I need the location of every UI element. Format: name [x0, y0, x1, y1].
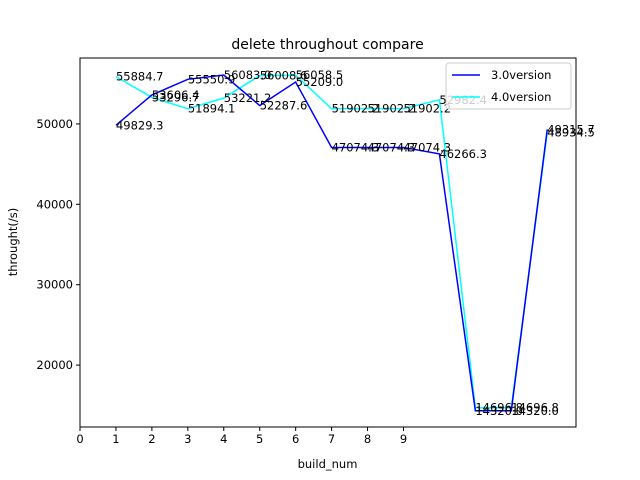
data-label-4-0version: 48934.5: [547, 125, 595, 139]
data-label-4-0version: 56008.6: [260, 69, 308, 83]
data-label-3-0version: 56083.0: [224, 68, 272, 82]
legend-label-4-0version: 4.0version: [491, 90, 551, 104]
x-tick-label: 2: [148, 432, 155, 446]
x-tick-label: 9: [400, 432, 407, 446]
x-axis-label: build_num: [298, 457, 358, 471]
y-tick-label: 40000: [36, 197, 73, 211]
data-label-4-0version: 14696.8: [511, 401, 559, 415]
series-line-4-0version: [115, 74, 548, 409]
data-label-4-0version: 56058.5: [296, 68, 344, 82]
data-label-3-0version: 14320.0: [475, 404, 523, 418]
data-label-3-0version: 52287.6: [260, 99, 308, 113]
y-tick-label: 20000: [36, 358, 73, 372]
data-label-3-0version: 53606.4: [152, 88, 200, 102]
data-label-4-0version: 53221.2: [224, 91, 272, 105]
legend-label-3-0version: 3.0version: [491, 68, 551, 82]
plot-area: 0 1 2 3 4 5 6 7 8 9 20000 30000 40000 50000 49829.3 536…: [36, 68, 594, 446]
data-label-3-0version: 47074.3: [332, 140, 380, 154]
data-label-4-0version: 51894.1: [188, 102, 236, 116]
data-label-4-0version: 51902.2: [368, 102, 416, 116]
data-label-3-0version: 49829.3: [116, 118, 164, 132]
data-label-3-0version: 55550.9: [188, 72, 236, 86]
data-label-3-0version: 47074.3: [403, 140, 451, 154]
x-tick-label: 1: [112, 432, 119, 446]
plot-frame: [79, 57, 577, 428]
data-label-4-0version: 51902.2: [332, 102, 380, 116]
data-label-4-0version: 51902.2: [403, 102, 451, 116]
data-label-3-0version: 14320.0: [511, 404, 559, 418]
x-tick-label: 6: [292, 432, 299, 446]
chart-title: delete throughout compare: [231, 37, 423, 53]
data-label-4-0version: 14696.8: [475, 401, 523, 415]
series-line-3-0version: [115, 74, 548, 412]
y-axis-label: throught(/s): [6, 208, 20, 277]
x-tick-label: 3: [184, 432, 191, 446]
x-tick-label: 7: [328, 432, 335, 446]
x-tick-label: 8: [364, 432, 371, 446]
data-label-3-0version: 49315.7: [547, 122, 595, 136]
data-label-4-0version: 55884.7: [116, 70, 164, 84]
data-label-4-0version: 53296.7: [152, 90, 200, 104]
legend: 3.0version 4.0version: [445, 62, 572, 110]
x-tick-label: 5: [256, 432, 263, 446]
x-tick-label: 0: [76, 432, 83, 446]
data-label-3-0version: 55209.0: [296, 75, 344, 89]
y-tick-label: 50000: [36, 117, 73, 131]
x-tick-label: 4: [220, 432, 227, 446]
y-tick-label: 30000: [36, 278, 73, 292]
data-label-3-0version: 47074.3: [368, 140, 416, 154]
data-label-3-0version: 46266.3: [439, 147, 487, 161]
